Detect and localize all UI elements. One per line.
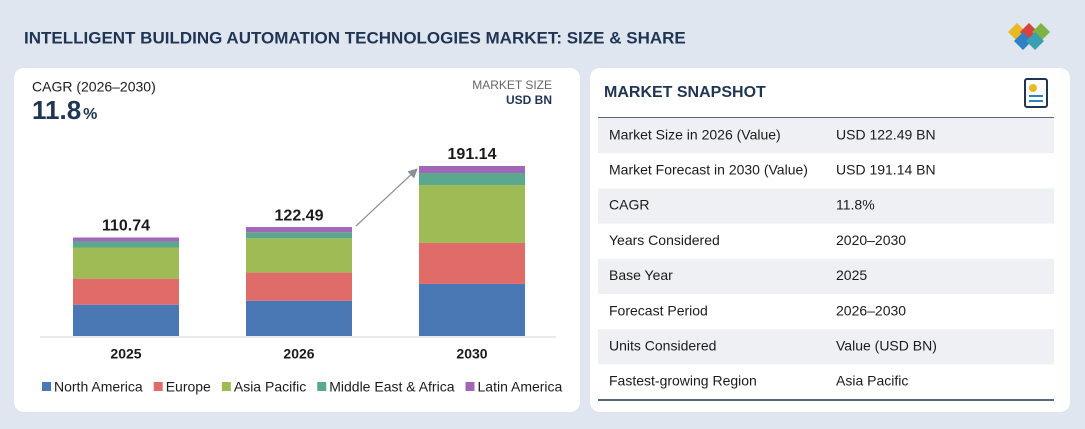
unit-label: MARKET SIZE [472, 78, 552, 92]
growth-arrow [355, 168, 418, 227]
legend-label: Middle East & Africa [329, 379, 454, 395]
row-label: Years Considered [609, 232, 720, 248]
legend-label: North America [54, 379, 143, 395]
table-row-bg [598, 118, 1054, 154]
row-label: Units Considered [609, 338, 716, 354]
row-label: Base Year [609, 267, 673, 283]
legend-swatch [221, 382, 231, 391]
cagr-value: 11.8 [32, 95, 81, 125]
total-label: 191.14 [448, 146, 497, 163]
bar-segment [73, 304, 179, 336]
bar-segment [73, 237, 179, 242]
row-label: CAGR [609, 197, 649, 213]
bar-segment [246, 232, 352, 239]
bar-segment [246, 300, 352, 336]
unit: USD BN [506, 93, 552, 107]
cagr-unit: % [83, 106, 97, 123]
cagr-label: CAGR (2026–2030) [32, 79, 156, 95]
table-row-bg [598, 258, 1054, 294]
row-value: 2025 [836, 267, 867, 283]
row-value: 11.8% [836, 197, 875, 213]
bar-segment [419, 173, 525, 186]
legend-swatch [465, 382, 475, 391]
row-label: Market Forecast in 2030 (Value) [609, 162, 808, 178]
row-value: 2026–2030 [836, 302, 906, 318]
row-value: 2020–2030 [836, 232, 906, 248]
row-value: Asia Pacific [836, 373, 908, 389]
legend-label: Asia Pacific [234, 379, 306, 395]
table-row-bg [598, 188, 1054, 224]
bar-segment [246, 227, 352, 233]
total-label: 122.49 [275, 207, 324, 224]
bar-segment [73, 241, 179, 248]
snapshot-title: MARKET SNAPSHOT [604, 84, 766, 101]
bar-segment [73, 278, 179, 305]
x-tick-label: 2030 [456, 346, 487, 362]
x-tick-label: 2026 [283, 346, 314, 362]
legend-swatch [42, 382, 51, 391]
legend-label: Europe [166, 379, 211, 395]
x-tick-label: 2025 [110, 346, 141, 362]
row-label: Market Size in 2026 (Value) [609, 126, 781, 142]
table-row-bg [598, 329, 1054, 365]
snapshot-panel [590, 68, 1070, 412]
report-icon [1024, 78, 1048, 108]
bar-segment [246, 238, 352, 273]
bar-segment [419, 166, 525, 174]
row-label: Forecast Period [609, 302, 708, 318]
bar-segment [73, 247, 179, 279]
row-value: USD 122.49 BN [836, 126, 936, 142]
row-value: Value (USD BN) [836, 338, 937, 354]
bar-segment [419, 242, 525, 284]
logo [1008, 23, 1050, 50]
total-label: 110.74 [102, 218, 150, 235]
legend-swatch [153, 382, 163, 391]
row-value: USD 191.14 BN [836, 162, 936, 178]
page-title: INTELLIGENT BUILDING AUTOMATION TECHNOLO… [24, 28, 686, 47]
legend-swatch [317, 382, 327, 391]
legend-label: Latin America [478, 379, 563, 395]
bar-segment [419, 283, 525, 336]
row-label: Fastest-growing Region [609, 373, 757, 389]
bar-segment [246, 272, 352, 301]
bar-segment [419, 185, 525, 243]
